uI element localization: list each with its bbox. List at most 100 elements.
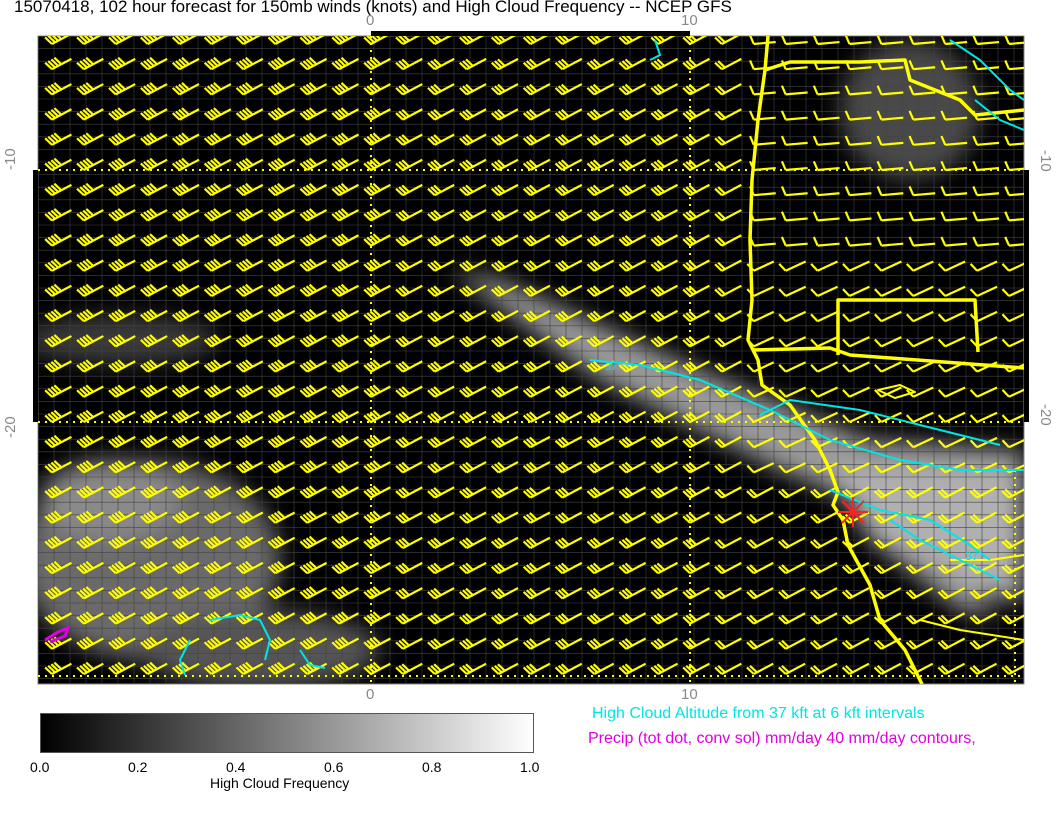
wind-barb — [874, 260, 902, 272]
wind-barb — [714, 183, 742, 197]
wind-barb — [76, 334, 104, 348]
wind-barb — [714, 36, 742, 45]
wind-barb — [810, 310, 839, 323]
wind-barb — [363, 182, 391, 197]
wind-barb — [1001, 386, 1024, 398]
wind-barb — [267, 359, 296, 373]
wind-barb — [108, 182, 136, 197]
wind-barb — [395, 637, 423, 650]
wind-barb — [650, 561, 679, 575]
wind-barb — [203, 82, 232, 96]
wind-barb — [490, 637, 519, 650]
wind-barb — [746, 411, 775, 423]
wind-barb — [1001, 260, 1024, 272]
wind-barb — [650, 385, 679, 398]
wind-barb — [299, 409, 328, 423]
wind-barb — [395, 108, 423, 121]
wind-barb — [331, 36, 360, 45]
wind-barb — [299, 258, 328, 272]
wind-barb — [395, 561, 423, 575]
wind-barb — [235, 586, 264, 600]
wind-barb — [203, 510, 232, 524]
wind-barb — [140, 308, 168, 323]
wind-barb — [554, 259, 583, 272]
wind-barb — [44, 157, 72, 171]
wind-barb — [554, 612, 583, 625]
contour-label: 37 — [605, 361, 617, 373]
wind-barb — [331, 334, 360, 348]
wind-barb — [267, 535, 296, 549]
wind-barb — [76, 36, 104, 45]
wind-barb — [44, 384, 72, 398]
wind-barb — [76, 258, 104, 272]
wind-barb — [140, 56, 168, 71]
wind-barb — [780, 160, 808, 172]
wind-barb — [299, 208, 328, 222]
wind-barb — [618, 209, 647, 222]
colorbar-tick: 0.8 — [422, 759, 442, 775]
wind-barb — [299, 434, 328, 449]
wind-barb — [44, 56, 72, 71]
wind-barb — [586, 662, 615, 675]
wind-barb — [44, 283, 72, 297]
wind-barb — [618, 36, 647, 45]
wind-barb — [171, 535, 200, 549]
wind-barb — [459, 183, 487, 197]
wind-barb — [363, 258, 391, 272]
wind-barb — [876, 110, 904, 121]
wind-barb — [44, 82, 72, 96]
wind-barb — [331, 535, 360, 549]
wind-barb — [618, 637, 647, 650]
wind-barb — [844, 211, 872, 222]
wind-barb — [235, 182, 264, 197]
wind-barb — [778, 637, 806, 650]
wind-barb — [908, 186, 936, 197]
wind-barb — [363, 56, 391, 71]
wind-barb — [908, 236, 936, 247]
wind-barb — [140, 283, 168, 297]
wind-barb — [171, 107, 200, 121]
wind-barb — [427, 335, 455, 348]
wind-barb — [969, 587, 998, 600]
wind-barb — [140, 36, 168, 45]
wind-barb — [203, 334, 232, 348]
wind-barb — [554, 57, 583, 71]
wind-barb — [778, 386, 807, 398]
frame-left-bar — [33, 170, 38, 422]
wind-barb — [267, 308, 296, 323]
wind-barb — [522, 284, 551, 297]
wind-barb — [490, 486, 519, 499]
wind-barb — [810, 386, 839, 398]
wind-barb — [586, 234, 615, 247]
wind-barb — [427, 612, 455, 625]
wind-barb — [682, 183, 710, 197]
frame-top-bar — [371, 31, 690, 36]
wind-barb — [876, 85, 904, 96]
wind-barb — [140, 510, 168, 524]
wind-barb — [554, 234, 583, 247]
wind-barb — [1004, 60, 1024, 71]
wind-barb — [714, 511, 742, 524]
wind-barb — [108, 434, 136, 449]
wind-barb — [459, 234, 487, 247]
wind-barb — [554, 158, 583, 171]
wind-barb — [618, 662, 647, 675]
wind-barb — [108, 36, 136, 45]
wind-barb — [812, 186, 840, 197]
wind-barb — [459, 486, 487, 499]
wind-barb — [937, 511, 966, 524]
wind-barb — [140, 233, 168, 247]
wind-barb — [235, 308, 264, 323]
wind-barb — [650, 133, 679, 146]
wind-barb — [714, 158, 742, 171]
wind-barb — [140, 132, 168, 146]
wind-barb — [972, 211, 1000, 222]
wind-barb — [876, 36, 904, 46]
wind-barb — [395, 133, 423, 146]
wind-barb — [171, 36, 200, 45]
wind-barb — [810, 411, 839, 423]
wind-barb — [140, 611, 168, 625]
wind-barb — [490, 36, 519, 45]
map-plot: 37 37 — [33, 31, 1029, 685]
wind-barb — [682, 57, 710, 71]
